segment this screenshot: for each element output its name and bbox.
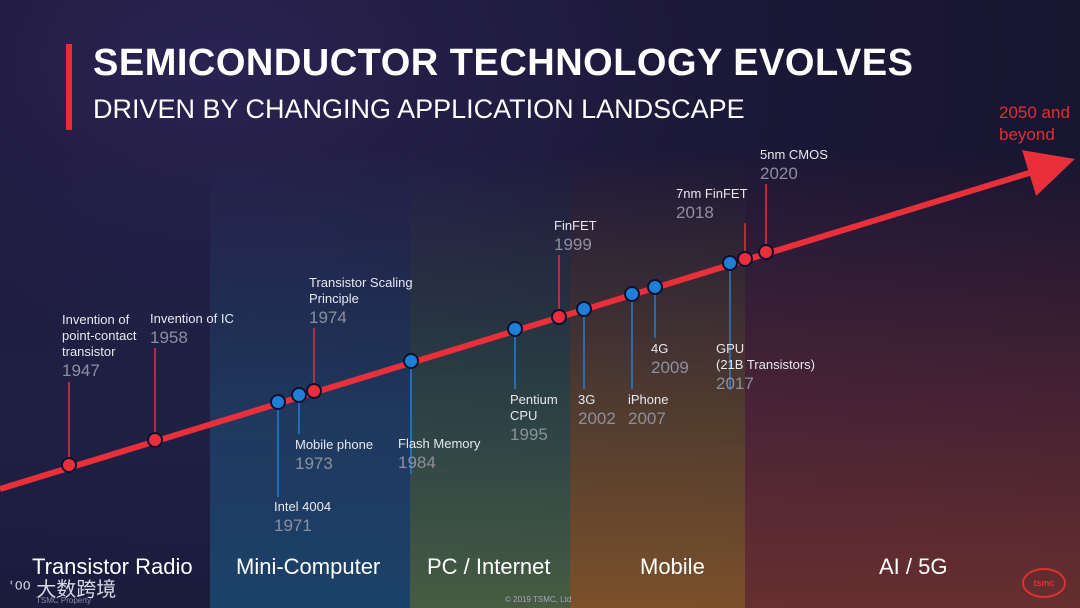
era-band-mobile <box>570 150 745 608</box>
event-name: point-contact <box>62 328 137 343</box>
event-name: Mobile phone <box>295 437 374 452</box>
event-label-2009: 4G 2009 <box>651 341 689 378</box>
timeline-arrow <box>0 150 1075 492</box>
event-marker-1999 <box>551 309 567 325</box>
event-name: FinFET <box>554 218 597 233</box>
era-band-pc-internet <box>410 150 570 608</box>
era-label-pc-internet: PC / Internet <box>427 554 551 579</box>
property-note: TSMC Property <box>36 596 92 605</box>
watermark-icon: ʿ⁰⁰ <box>8 579 37 601</box>
event-name: Invention of IC <box>150 311 234 326</box>
event-label-2002: 3G 2002 <box>578 392 616 429</box>
event-name: Intel 4004 <box>274 499 332 514</box>
event-marker-1995 <box>507 321 523 337</box>
era-label-transistor-radio: Transistor Radio <box>32 554 193 579</box>
event-name: Invention of <box>62 312 130 327</box>
event-year: 2020 <box>760 164 798 183</box>
tsmc-logo: tsmc <box>1022 568 1066 598</box>
event-marker-2017 <box>722 255 738 271</box>
event-label-2020: 5nm CMOS 2020 <box>760 147 828 184</box>
event-name: 5nm CMOS <box>760 147 828 162</box>
event-year: 1958 <box>150 328 188 347</box>
page-subtitle: DRIVEN BY CHANGING APPLICATION LANDSCAPE <box>93 94 745 124</box>
event-label-2017: GPU (21B Transistors) 2017 <box>716 341 815 394</box>
title-accent-bar <box>66 44 72 130</box>
watermark-text: 大数跨境 <box>36 579 117 601</box>
event-label-1958: Invention of IC 1958 <box>150 311 234 348</box>
event-year: 2017 <box>716 374 754 393</box>
event-name: Transistor Scaling <box>309 275 413 290</box>
event-marker-1973 <box>291 387 307 403</box>
event-name: 7nm FinFET <box>676 186 748 201</box>
event-marker-2009 <box>647 279 663 295</box>
event-year: 2007 <box>628 409 666 428</box>
event-label-1947: Invention of point-contact transistor 1947 <box>62 312 136 381</box>
event-label-2007: iPhone 2007 <box>628 392 668 429</box>
era-label-ai-5g: AI / 5G <box>879 554 948 579</box>
event-year: 2002 <box>578 409 616 428</box>
event-name: Pentium <box>510 392 558 407</box>
event-name: Flash Memory <box>398 436 481 451</box>
event-marker-1958 <box>147 432 163 448</box>
event-marker-2002 <box>576 301 592 317</box>
event-year: 2018 <box>676 203 714 222</box>
future-label: 2050 and beyond <box>999 102 1070 146</box>
event-name: 4G <box>651 341 669 356</box>
event-name: CPU <box>510 408 538 423</box>
event-marker-1984 <box>403 353 419 369</box>
event-marker-1971 <box>270 394 286 410</box>
copyright-notice: © 2019 TSMC, Ltd <box>505 595 572 604</box>
event-marker-2020 <box>758 244 774 260</box>
watermark-logo: ʿ⁰⁰ 大数跨境 <box>8 573 116 602</box>
page-title: SEMICONDUCTOR TECHNOLOGY EVOLVES <box>93 42 914 84</box>
future-label-line-2: beyond <box>999 125 1055 144</box>
event-marker-2007 <box>624 286 640 302</box>
event-marker-2018 <box>737 251 753 267</box>
event-name: iPhone <box>628 392 669 407</box>
event-year: 1984 <box>398 453 436 472</box>
event-marker-1947 <box>61 457 77 473</box>
event-label-1973: Mobile phone 1973 <box>295 437 373 474</box>
era-band-ai-5g <box>745 150 1080 608</box>
event-marker-1974 <box>306 383 322 399</box>
era-band-mini-computer <box>210 150 410 608</box>
event-year: 1947 <box>62 361 100 380</box>
event-label-1974: Transistor Scaling Principle 1974 <box>309 275 413 328</box>
event-label-1995: Pentium CPU 1995 <box>510 392 558 445</box>
event-label-1999: FinFET 1999 <box>554 218 597 255</box>
event-name: (21B Transistors) <box>716 357 815 372</box>
event-year: 1973 <box>295 454 333 473</box>
event-name: Principle <box>309 291 359 306</box>
era-label-mini-computer: Mini-Computer <box>236 554 381 579</box>
event-label-1971: Intel 4004 1971 <box>274 499 331 536</box>
era-label-mobile: Mobile <box>640 554 705 579</box>
event-name: 3G <box>578 392 596 407</box>
event-year: 1999 <box>554 235 592 254</box>
event-name: transistor <box>62 344 116 359</box>
event-label-2018: 7nm FinFET 2018 <box>676 186 748 223</box>
event-label-1984: Flash Memory 1984 <box>398 436 480 473</box>
event-year: 2009 <box>651 358 689 377</box>
event-year: 1995 <box>510 425 548 444</box>
event-name: GPU <box>716 341 745 356</box>
event-year: 1971 <box>274 516 312 535</box>
event-year: 1974 <box>309 308 347 327</box>
era-band-transistor-radio <box>0 150 210 608</box>
future-label-line-1: 2050 and <box>999 103 1070 122</box>
